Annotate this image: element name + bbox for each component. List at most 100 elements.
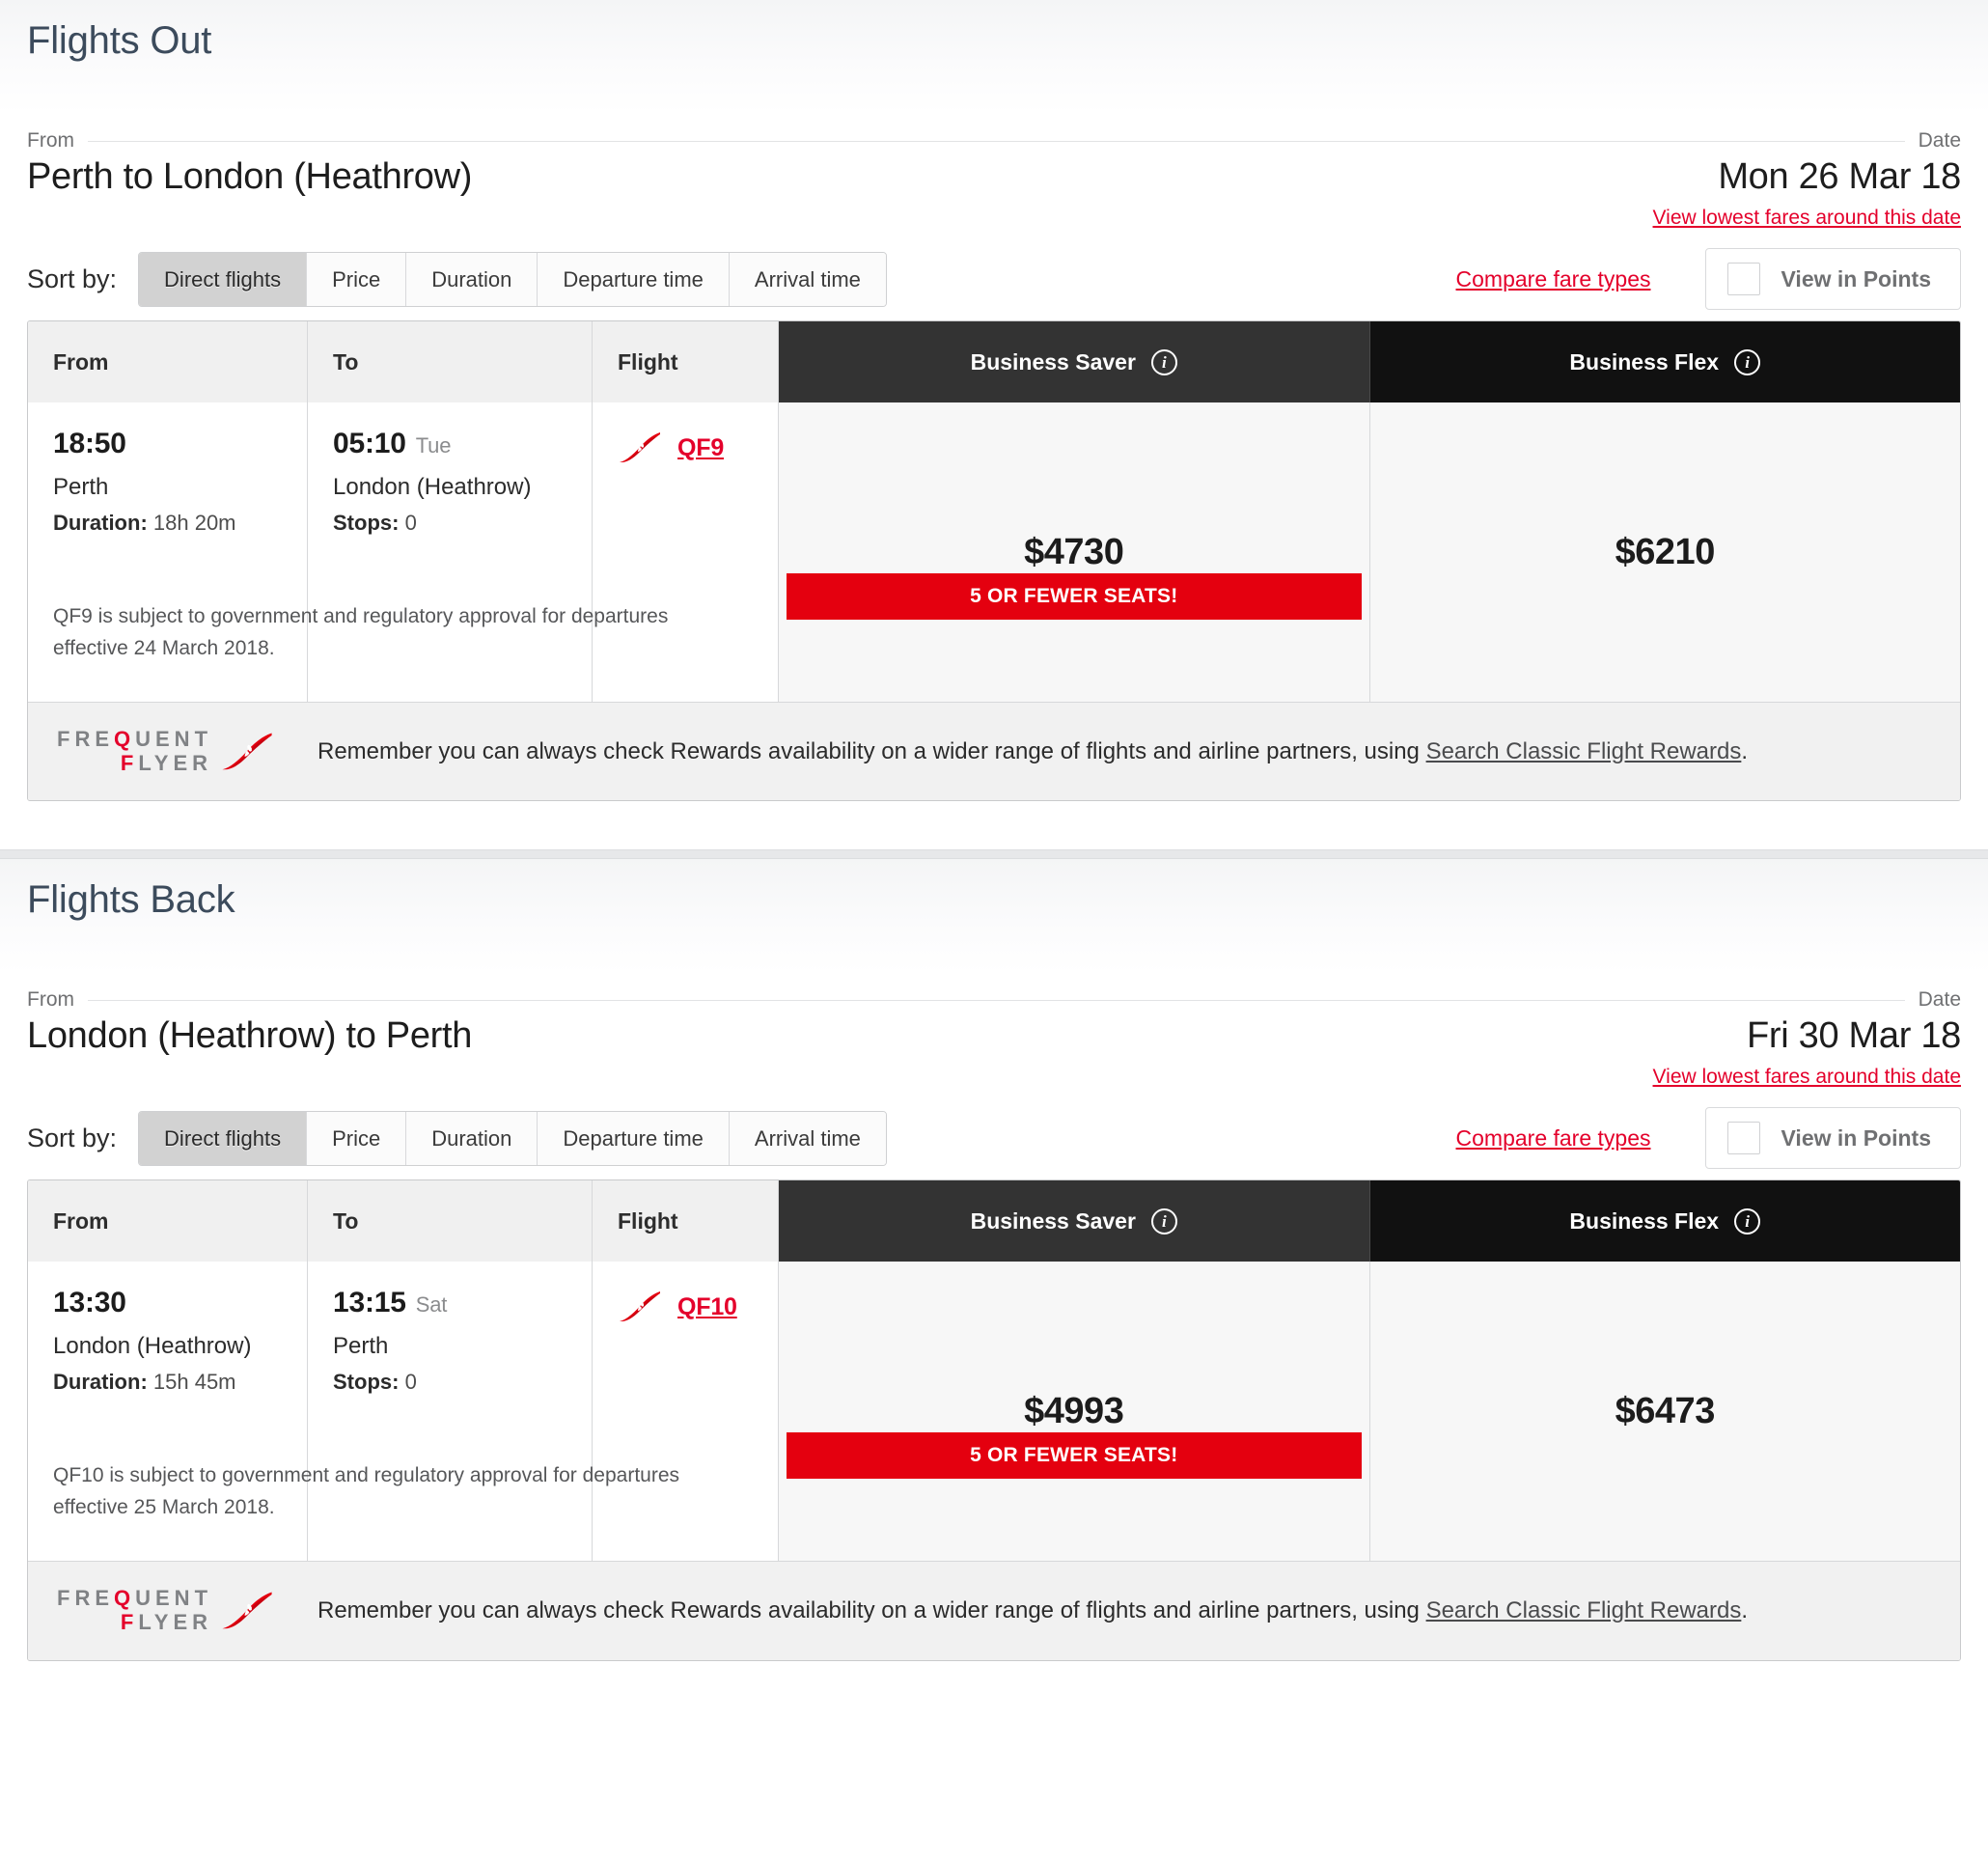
tab-departure-time[interactable]: Departure time (538, 252, 730, 306)
tab-arrival-time[interactable]: Arrival time (729, 1111, 886, 1165)
tab-price[interactable]: Price (307, 252, 407, 306)
info-icon[interactable]: i (1734, 1207, 1761, 1235)
info-icon[interactable]: i (1734, 348, 1761, 375)
flight-disclaimer: QF10 is subject to government and regula… (53, 1464, 680, 1518)
compare-fare-types-link[interactable]: Compare fare types (1455, 265, 1651, 291)
qantas-kangaroo-icon (222, 733, 272, 769)
flights-out-section: Flights Out From Date Perth to London (H… (0, 0, 1988, 850)
column-header-to: To (308, 321, 593, 402)
sort-tabs: Direct flights Price Duration Departure … (138, 251, 887, 307)
tab-price[interactable]: Price (307, 1111, 407, 1165)
view-in-points-toggle[interactable]: View in Points (1704, 248, 1961, 310)
tab-duration[interactable]: Duration (406, 1111, 538, 1165)
flight-identifier: QF10 (618, 1287, 753, 1323)
business-saver-price: $4993 (1024, 1390, 1124, 1431)
column-header-from: From (28, 321, 308, 402)
info-icon[interactable]: i (1150, 348, 1177, 375)
table-row: 18:50 Perth Duration: 18h 20m QF9 is sub… (28, 402, 1960, 702)
sort-tabs: Direct flights Price Duration Departure … (138, 1110, 887, 1166)
view-lowest-fares-link[interactable]: View lowest fares around this date (1652, 1066, 1961, 1089)
cell-business-saver-price[interactable]: $4993 5 OR FEWER SEATS! (779, 1262, 1370, 1562)
search-classic-flight-rewards-link[interactable]: Search Classic Flight Rewards (1425, 737, 1742, 764)
cell-business-flex-price[interactable]: $6210 (1369, 402, 1960, 702)
cell-flight: QF9 (593, 402, 779, 702)
date-legend-label: Date (1918, 129, 1961, 152)
table-header-row: From To Flight Business Saver i Business… (28, 321, 1960, 402)
arrival-airport: Perth (333, 1333, 389, 1360)
stops-value: 0 (404, 1370, 417, 1395)
flight-number-link[interactable]: QF9 (677, 433, 725, 461)
view-in-points-toggle[interactable]: View in Points (1704, 1107, 1961, 1170)
compare-fare-types-link[interactable]: Compare fare types (1455, 1124, 1651, 1151)
departure-date: Mon 26 Mar 18 (1718, 156, 1961, 197)
from-legend-label: From (27, 988, 74, 1012)
column-header-from: From (28, 1180, 308, 1262)
business-saver-label: Business Saver (970, 1207, 1136, 1234)
flights-back-section: Flights Back From Date London (Heathrow)… (0, 859, 1988, 1709)
frequent-flyer-line-1: FREQUENT (57, 1586, 213, 1611)
section-divider (0, 849, 1988, 860)
flight-disclaimer: QF9 is subject to government and regulat… (53, 605, 669, 659)
ff-text-after: . (1741, 1596, 1749, 1623)
duration-value: 15h 45m (152, 1370, 236, 1395)
arrival-time-value: 13:15 (333, 1287, 406, 1319)
duration-label: Duration: (53, 511, 148, 535)
cell-business-saver-price[interactable]: $4730 5 OR FEWER SEATS! (779, 402, 1370, 702)
view-lowest-fares-link[interactable]: View lowest fares around this date (1652, 207, 1961, 229)
frequent-flyer-logo: FREQUENT FLYER (57, 727, 289, 775)
ff-text-before: Remember you can always check Rewards av… (318, 1596, 1426, 1623)
arrival-day: Tue (415, 433, 452, 458)
departure-airport: London (Heathrow) (53, 1333, 252, 1360)
flight-number-link[interactable]: QF10 (677, 1292, 737, 1320)
column-header-business-flex: Business Flex i (1369, 321, 1960, 402)
business-saver-price: $4730 (1024, 531, 1124, 572)
ff-text-before: Remember you can always check Rewards av… (318, 737, 1426, 764)
sort-bar-right: Compare fare types View in Points (1456, 248, 1961, 310)
tab-arrival-time[interactable]: Arrival time (729, 252, 886, 306)
page-title: Flights Out (27, 19, 212, 62)
stops: Stops: 0 (333, 1370, 566, 1395)
route-date-row: From Date London (Heathrow) to Perth Fri… (27, 973, 1961, 1096)
stops-label: Stops: (333, 1370, 400, 1395)
frequent-flyer-banner: FREQUENT FLYER Remember you can always c… (28, 1561, 1960, 1660)
sort-by-label: Sort by: (27, 264, 118, 293)
section-spacer (0, 811, 1988, 850)
legend-rule (88, 999, 1905, 1001)
departure-time: 18:50 (53, 428, 126, 459)
tab-duration[interactable]: Duration (406, 252, 538, 306)
qantas-kangaroo-icon (222, 1592, 272, 1629)
frequent-flyer-line-2: FLYER (120, 750, 213, 775)
arrival-time: 13:15 Sat (333, 1287, 566, 1319)
view-in-points-checkbox[interactable] (1726, 1122, 1760, 1155)
frequent-flyer-message: Remember you can always check Rewards av… (318, 738, 1748, 765)
page-title: Flights Back (27, 878, 235, 922)
sort-bar-right: Compare fare types View in Points (1455, 1107, 1961, 1170)
date-legend-label: Date (1918, 988, 1961, 1012)
frequent-flyer-logo: FREQUENT FLYER (57, 1586, 289, 1634)
frequent-flyer-message: Remember you can always check Rewards av… (318, 1597, 1748, 1624)
column-header-flight: Flight (593, 321, 779, 402)
business-flex-price: $6473 (1615, 1390, 1716, 1431)
search-classic-flight-rewards-link[interactable]: Search Classic Flight Rewards (1425, 1596, 1742, 1623)
seats-warning-badge: 5 OR FEWER SEATS! (787, 1432, 1362, 1480)
tab-departure-time[interactable]: Departure time (538, 1111, 730, 1165)
page-bottom-spacer (0, 1670, 1988, 1709)
tab-direct-flights[interactable]: Direct flights (139, 252, 308, 306)
frequent-flyer-banner: FREQUENT FLYER Remember you can always c… (28, 702, 1960, 801)
from-legend-label: From (27, 129, 74, 152)
flight-results-page: Flights Out From Date Perth to London (H… (0, 0, 1988, 1709)
cell-from: 13:30 London (Heathrow) Duration: 15h 45… (28, 1262, 679, 1562)
arrival-airport: London (Heathrow) (333, 474, 532, 500)
departure-airport: Perth (53, 474, 109, 500)
frequent-flyer-wordmark: FREQUENT FLYER (57, 1586, 213, 1634)
view-in-points-checkbox[interactable] (1726, 263, 1760, 295)
duration-label: Duration: (53, 1370, 148, 1395)
route-legend-line: From Date (27, 988, 1961, 1012)
arrival-time-value: 05:10 (333, 428, 406, 459)
info-icon[interactable]: i (1150, 1207, 1177, 1235)
cell-business-flex-price[interactable]: $6473 (1369, 1262, 1960, 1562)
departure-time: 13:30 (53, 1287, 126, 1319)
tab-direct-flights[interactable]: Direct flights (139, 1111, 308, 1165)
business-saver-label: Business Saver (970, 348, 1136, 375)
duration: Duration: 15h 45m (53, 1370, 282, 1395)
